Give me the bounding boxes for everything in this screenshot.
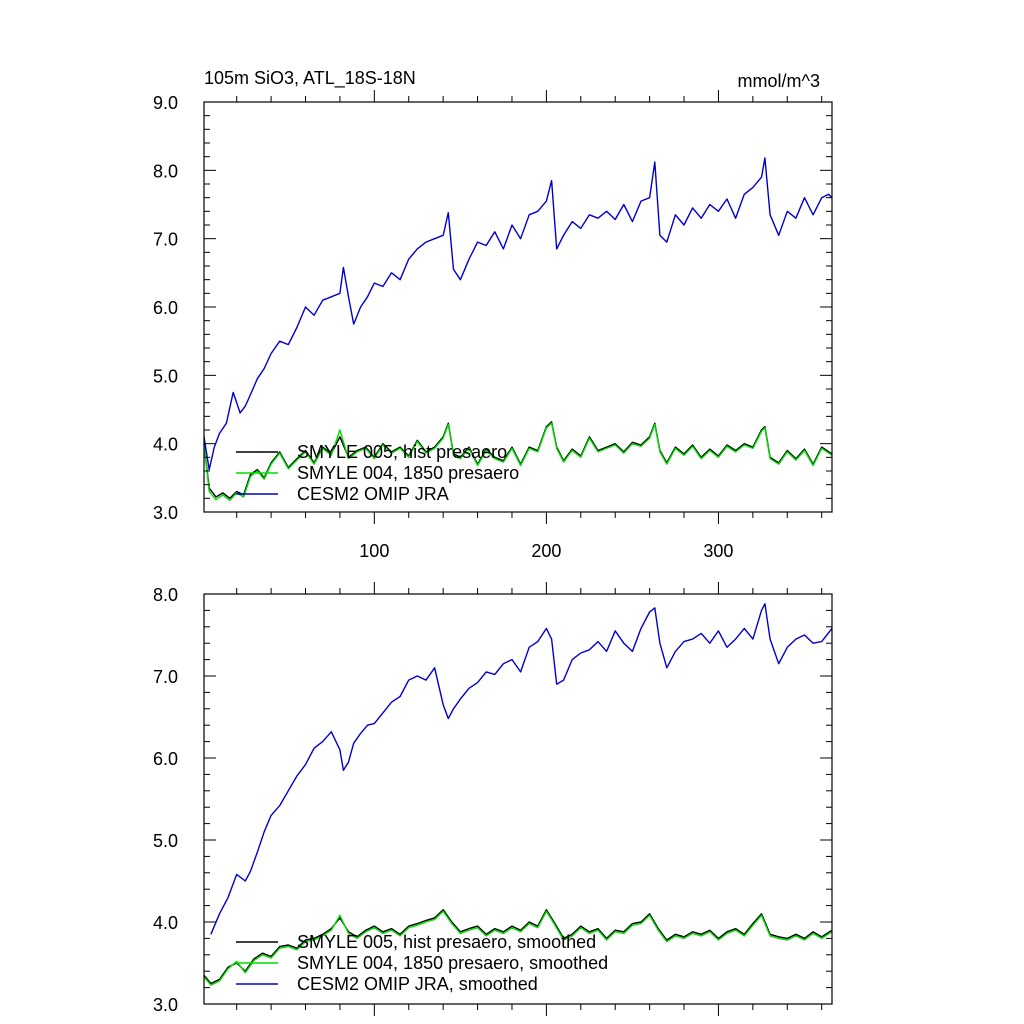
y-tick-label: 5.0 bbox=[153, 366, 178, 386]
y-tick-label: 3.0 bbox=[153, 995, 178, 1015]
chart-title: 105m SiO3, ATL_18S-18N bbox=[204, 68, 416, 89]
y-tick-label: 7.0 bbox=[153, 667, 178, 687]
legend-label: SMYLE 005, hist presaero, smoothed bbox=[297, 932, 596, 952]
legend-label: SMYLE 004, 1850 presaero, smoothed bbox=[297, 953, 608, 973]
y-tick-label: 7.0 bbox=[153, 230, 178, 250]
series-line-smyle005 bbox=[203, 909, 833, 985]
x-tick-label: 100 bbox=[359, 541, 389, 561]
y-tick-label: 8.0 bbox=[153, 161, 178, 181]
y-tick-label: 6.0 bbox=[153, 298, 178, 318]
series-line-omip bbox=[210, 603, 833, 935]
x-tick-label: 300 bbox=[703, 541, 733, 561]
y-tick-label: 4.0 bbox=[153, 435, 178, 455]
y-tick-label: 6.0 bbox=[153, 749, 178, 769]
y-tick-label: 5.0 bbox=[153, 831, 178, 851]
legend-label: SMYLE 005, hist presaero bbox=[297, 442, 507, 462]
y-tick-label: 3.0 bbox=[153, 503, 178, 523]
plot-frame bbox=[203, 593, 833, 1005]
series-line-smyle004 bbox=[203, 422, 833, 502]
series-line-smyle004 bbox=[203, 910, 833, 986]
top-panel: 3.0 4.0 5.0 6.0 7.0 8.0 9.0 100 200 300 SMYLE 005,… bbox=[153, 90, 833, 561]
units-label: mmol/m^3 bbox=[738, 71, 820, 91]
bottom-panel: 3.0 4.0 5.0 6.0 7.0 8.0 SMYLE 005, hist presae… bbox=[153, 582, 833, 1016]
x-tick-label: 200 bbox=[531, 541, 561, 561]
legend-label: CESM2 OMIP JRA bbox=[297, 484, 449, 504]
legend-label: SMYLE 004, 1850 presaero bbox=[297, 463, 519, 483]
series-line-omip bbox=[203, 157, 833, 471]
y-tick-label: 8.0 bbox=[153, 585, 178, 605]
legend-label: CESM2 OMIP JRA, smoothed bbox=[297, 974, 538, 994]
y-tick-label: 4.0 bbox=[153, 913, 178, 933]
y-tick-label: 9.0 bbox=[153, 93, 178, 113]
